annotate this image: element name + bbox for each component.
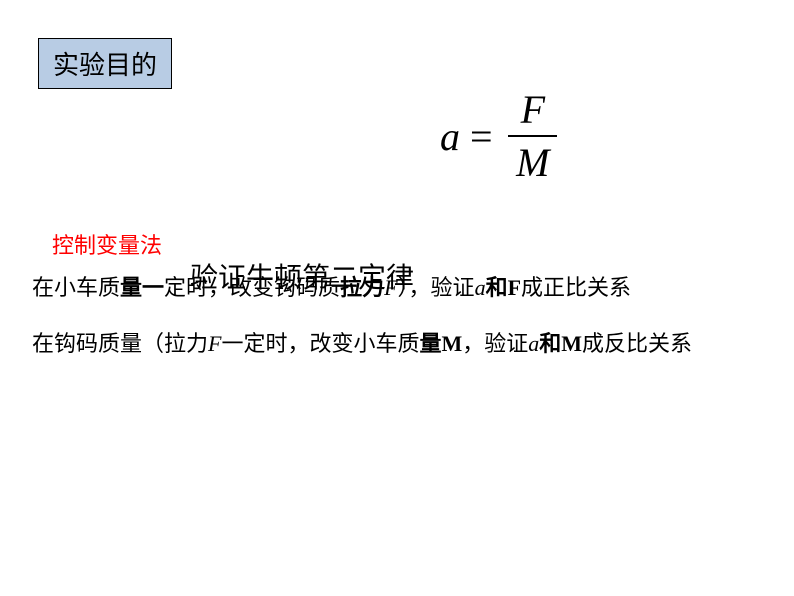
l2-seg3: 一定时，改变小车质 (221, 331, 419, 356)
l1-seg2: 量一 (120, 275, 164, 300)
l1-seg8: 验证 (431, 275, 475, 300)
formula-numerator: F (507, 86, 559, 135)
l2-seg9: 成反比关系 (582, 331, 692, 356)
l1-seg7: ， (409, 275, 431, 300)
l1-seg9: a (475, 275, 486, 300)
formula-fraction: F M (507, 86, 559, 186)
l2-seg8: 和M (539, 331, 582, 356)
l1-seg11: 成正比关系 (521, 275, 631, 300)
formula-equals: = (470, 113, 493, 160)
formula-lhs: a (440, 113, 460, 160)
l1-seg10: 和F (486, 275, 521, 300)
l2-seg5: ， (462, 331, 484, 356)
l1-seg6: ） (398, 275, 409, 300)
newton-formula: a = F M (440, 86, 559, 186)
l1-seg4: 拉力 (340, 275, 384, 300)
l1-seg3: 定时，改变钩码质 (164, 275, 340, 300)
l2-seg7: a (528, 331, 539, 356)
l2-seg6: 验证 (484, 331, 528, 356)
l2-seg2: F (208, 331, 221, 356)
title-box-text: 实验目的 (53, 51, 157, 80)
experiment-purpose-box: 实验目的 (38, 38, 172, 89)
l1-seg5: F (384, 275, 397, 300)
l1-seg1: 在小车质 (32, 275, 120, 300)
l2-seg4: 量M (419, 331, 462, 356)
description-line-2: 在钩码质量（拉力F一定时，改变小车质量M，验证a和M成反比关系 (32, 326, 692, 358)
description-line-1: 在小车质量一定时，改变钩码质拉力F），验证a和F成正比关系 (32, 270, 631, 302)
l2-seg1: 在钩码质量（拉力 (32, 331, 208, 356)
control-variable-label: 控制变量法 (52, 228, 162, 260)
formula-denominator: M (508, 135, 557, 186)
